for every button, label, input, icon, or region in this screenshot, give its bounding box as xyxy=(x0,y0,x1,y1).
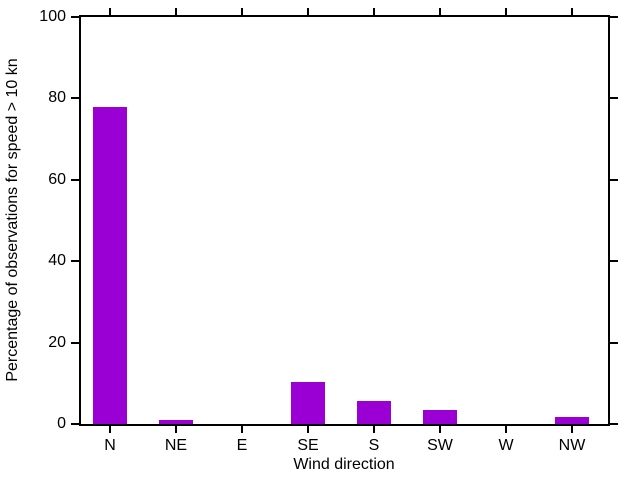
y-tick-left xyxy=(71,341,79,344)
x-tick-label: SE xyxy=(297,437,319,454)
x-tick-top xyxy=(571,8,573,15)
x-tick-label: W xyxy=(498,437,514,454)
x-tick-bottom xyxy=(175,426,177,433)
x-tick-top xyxy=(439,8,441,15)
x-tick-bottom xyxy=(241,426,243,433)
y-tick-right xyxy=(610,16,618,18)
x-tick-bottom xyxy=(505,426,507,433)
x-tick-top xyxy=(241,8,243,15)
x-tick-top xyxy=(109,8,111,15)
x-tick-top xyxy=(505,8,507,15)
y-tick-left xyxy=(71,16,79,18)
bar-NW xyxy=(555,417,589,424)
y-tick-label: 60 xyxy=(48,170,66,188)
y-tick-left xyxy=(71,97,79,100)
y-tick-label: 80 xyxy=(48,89,66,107)
x-tick-bottom xyxy=(109,426,111,433)
y-tick-label: 40 xyxy=(48,252,66,270)
x-tick-bottom xyxy=(307,426,309,433)
x-tick-bottom xyxy=(373,426,375,433)
y-tick-right xyxy=(610,178,618,181)
y-tick-label: 100 xyxy=(39,8,66,25)
y-tick-right xyxy=(610,260,618,263)
y-tick-label: 20 xyxy=(48,333,66,351)
y-tick-left xyxy=(71,423,79,425)
y-tick-right xyxy=(610,97,618,100)
x-tick-top xyxy=(373,8,375,15)
x-tick-top xyxy=(175,8,177,15)
plot-area xyxy=(79,15,610,426)
x-tick-bottom xyxy=(571,426,573,433)
x-tick-label: E xyxy=(236,437,248,454)
bar-NE xyxy=(159,420,193,424)
y-tick-left xyxy=(71,178,79,181)
bar-N xyxy=(93,107,127,424)
bar-SE xyxy=(291,382,325,424)
x-tick-label: N xyxy=(104,437,116,454)
y-tick-right xyxy=(610,341,618,344)
bar-S xyxy=(357,401,391,424)
x-tick-label: S xyxy=(368,437,380,454)
bar-SW xyxy=(423,410,457,424)
x-tick-label: NE xyxy=(164,437,188,454)
x-axis-label: Wind direction xyxy=(293,456,395,473)
y-tick-label: 0 xyxy=(57,415,66,432)
x-tick-bottom xyxy=(439,426,441,433)
y-tick-left xyxy=(71,260,79,263)
y-tick-right xyxy=(610,423,618,425)
x-tick-label: SW xyxy=(427,437,453,454)
x-tick-label: NW xyxy=(558,437,586,454)
x-tick-top xyxy=(307,8,309,15)
